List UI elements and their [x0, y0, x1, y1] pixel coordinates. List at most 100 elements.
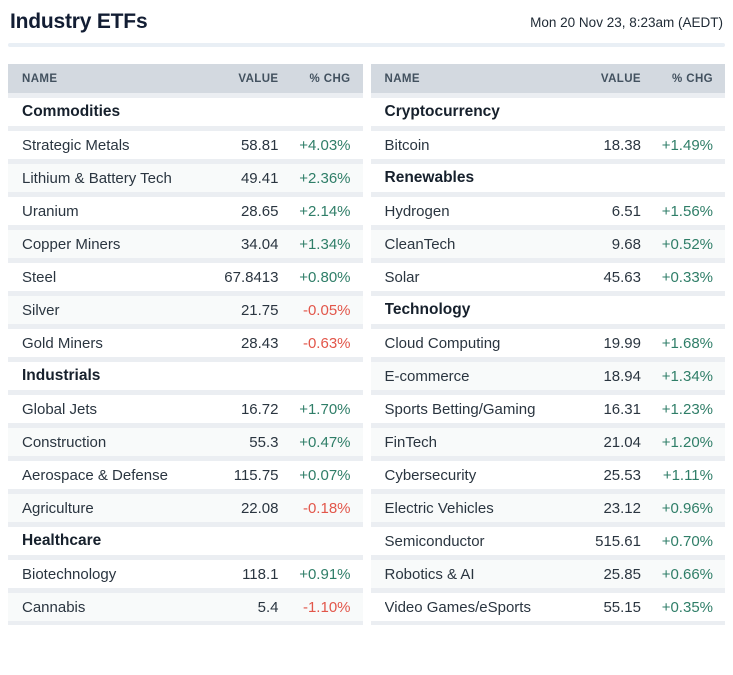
etf-value: 58.81 — [240, 136, 279, 154]
table-row: Semiconductor 515.61 +0.70% — [370, 522, 725, 555]
etf-change: +0.66% — [661, 565, 713, 583]
etf-value: 18.38 — [603, 136, 641, 154]
etf-table-left: NAME VALUE % CHG Commodities Strategic Me… — [8, 64, 363, 625]
etf-value: 6.51 — [611, 202, 641, 220]
etf-change: +0.96% — [661, 499, 713, 517]
column-header-name: NAME — [384, 72, 420, 85]
section-header-row: Renewables — [370, 159, 725, 192]
industry-etfs-widget: Industry ETFs Mon 20 Nov 23, 8:23am (AED… — [8, 10, 725, 625]
etf-value: 115.75 — [233, 466, 279, 484]
etf-value: 23.12 — [603, 499, 641, 517]
etf-value: 118.1 — [242, 565, 279, 583]
etf-value: 18.94 — [603, 367, 641, 385]
etf-change: +1.34% — [299, 235, 351, 253]
timestamp: Mon 20 Nov 23, 8:23am (AEDT) — [530, 14, 723, 30]
etf-name: Hydrogen — [384, 202, 450, 220]
etf-name: Cybersecurity — [384, 466, 477, 484]
section-title: Healthcare — [22, 532, 102, 549]
etf-value: 22.08 — [240, 499, 279, 517]
etf-change: -0.18% — [302, 499, 351, 517]
column-header-row: NAME VALUE % CHG — [8, 64, 363, 93]
table-row: Cannabis 5.4 -1.10% — [8, 588, 363, 621]
etf-name: Cloud Computing — [384, 334, 501, 352]
etf-name: Copper Miners — [22, 235, 121, 253]
etf-value: 45.63 — [603, 268, 641, 286]
table-row: Robotics & AI 25.85 +0.66% — [370, 555, 725, 588]
etf-change: +1.23% — [661, 400, 713, 418]
table-row: Gold Miners 28.43 -0.63% — [8, 324, 363, 357]
etf-name: Video Games/eSports — [384, 598, 531, 616]
etf-change: +2.36% — [299, 169, 351, 187]
table-row: Construction 55.3 +0.47% — [8, 423, 363, 456]
table-row: Global Jets 16.72 +1.70% — [8, 390, 363, 423]
etf-change: +0.52% — [661, 235, 713, 253]
column-header-row: NAME VALUE % CHG — [370, 64, 725, 93]
etf-name: Construction — [22, 433, 107, 451]
column-header-value: VALUE — [600, 72, 641, 85]
table-row: Uranium 28.65 +2.14% — [8, 192, 363, 225]
etf-change: +0.07% — [299, 466, 351, 484]
table-row: Video Games/eSports 55.15 +0.35% — [370, 588, 725, 621]
etf-change: -0.63% — [302, 334, 351, 352]
etf-name: FinTech — [384, 433, 438, 451]
table-row: E-commerce 18.94 +1.34% — [370, 357, 725, 390]
section-header-row: Industrials — [8, 357, 363, 390]
etf-change: +1.56% — [661, 202, 713, 220]
etf-value: 34.04 — [240, 235, 279, 253]
etf-value: 21.75 — [240, 301, 279, 319]
etf-name: E-commerce — [384, 367, 470, 385]
table-row: Steel 67.8413 +0.80% — [8, 258, 363, 291]
section-title: Cryptocurrency — [384, 103, 500, 120]
etf-change: +1.68% — [661, 334, 713, 352]
table-row: Aerospace & Defense 115.75 +0.07% — [8, 456, 363, 489]
table-row: Hydrogen 6.51 +1.56% — [370, 192, 725, 225]
table-row: Cloud Computing 19.99 +1.68% — [370, 324, 725, 357]
table-row: FinTech 21.04 +1.20% — [370, 423, 725, 456]
etf-name: CleanTech — [384, 235, 456, 253]
etf-value: 9.68 — [611, 235, 641, 253]
table-row: Agriculture 22.08 -0.18% — [8, 489, 363, 522]
etf-change: -0.05% — [302, 301, 351, 319]
etf-value: 67.8413 — [224, 268, 279, 286]
table-row: Sports Betting/Gaming 16.31 +1.23% — [370, 390, 725, 423]
etf-value: 55.15 — [603, 598, 641, 616]
etf-value: 5.4 — [257, 598, 279, 616]
etf-change: +0.70% — [661, 532, 713, 550]
table-row: Electric Vehicles 23.12 +0.96% — [370, 489, 725, 522]
etf-change: +1.70% — [299, 400, 351, 418]
etf-name: Semiconductor — [384, 532, 485, 550]
etf-change: +0.47% — [299, 433, 351, 451]
table-row: Strategic Metals 58.81 +4.03% — [8, 126, 363, 159]
etf-name: Aerospace & Defense — [22, 466, 168, 484]
etf-change: +2.14% — [299, 202, 351, 220]
etf-value: 28.43 — [240, 334, 279, 352]
etf-change: +1.11% — [662, 466, 713, 484]
etf-value: 16.31 — [603, 400, 641, 418]
etf-change: +1.49% — [661, 136, 713, 154]
section-header-row: Cryptocurrency — [370, 93, 725, 126]
table-row: CleanTech 9.68 +0.52% — [370, 225, 725, 258]
etf-change: +0.91% — [299, 565, 351, 583]
etf-name: Steel — [22, 268, 57, 286]
etf-change: +0.80% — [299, 268, 351, 286]
etf-name: Strategic Metals — [22, 136, 130, 154]
etf-name: Uranium — [22, 202, 79, 220]
etf-value: 49.41 — [240, 169, 279, 187]
section-header-row: Technology — [370, 291, 725, 324]
column-header-change: % CHG — [309, 72, 351, 85]
column-header-value: VALUE — [238, 72, 279, 85]
etf-value: 19.99 — [603, 334, 641, 352]
section-title: Technology — [384, 301, 471, 318]
table-row: Copper Miners 34.04 +1.34% — [8, 225, 363, 258]
table-body-left: Commodities Strategic Metals 58.81 +4.03% Li… — [8, 93, 363, 625]
etf-name: Electric Vehicles — [384, 499, 494, 517]
etf-change: +1.20% — [661, 433, 713, 451]
section-title: Industrials — [22, 367, 101, 384]
etf-change: +0.35% — [661, 598, 713, 616]
etf-name: Biotechnology — [22, 565, 117, 583]
etf-name: Cannabis — [22, 598, 86, 616]
etf-name: Global Jets — [22, 400, 98, 418]
table-row: Solar 45.63 +0.33% — [370, 258, 725, 291]
etf-value: 21.04 — [603, 433, 641, 451]
etf-name: Lithium & Battery Tech — [22, 169, 172, 187]
